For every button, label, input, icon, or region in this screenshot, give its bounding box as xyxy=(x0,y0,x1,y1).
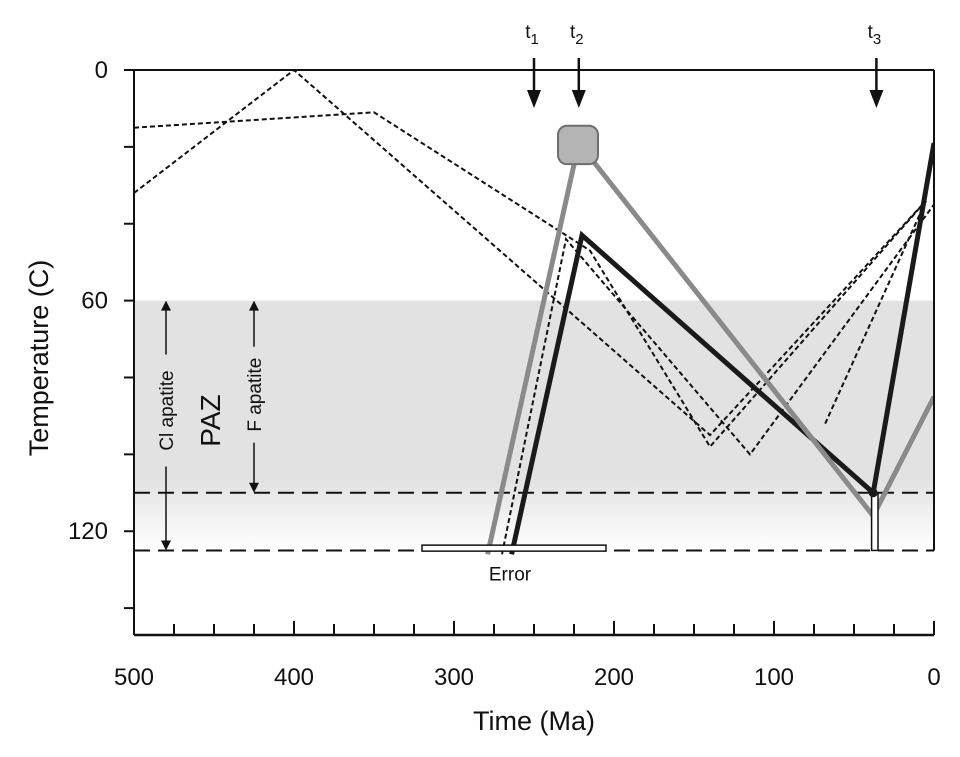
annotation-error: Error xyxy=(489,565,532,586)
x-tick-label-0: 0 xyxy=(927,664,940,691)
marker-subscript: 1 xyxy=(530,31,538,48)
range-arrowhead-bottom-1 xyxy=(161,540,171,551)
marker-letter: t xyxy=(868,22,874,43)
x-axis-title: Time (Ma) xyxy=(473,706,595,736)
x-tick-label-200: 200 xyxy=(594,664,634,691)
range-arrowhead-top-2 xyxy=(249,300,259,311)
range-label-1: Cl apatite xyxy=(157,370,178,450)
y-tick-label-0: 0 xyxy=(95,57,108,84)
marker-label-2: t2 xyxy=(570,22,584,48)
x-tick-label-500: 500 xyxy=(114,664,154,691)
x-tick-label-300: 300 xyxy=(434,664,474,691)
y-tick-label-120: 120 xyxy=(68,518,108,545)
marker-subscript: 3 xyxy=(873,31,881,48)
y-axis-title: Temperature (C) xyxy=(24,260,54,457)
range-arrowhead-top-1 xyxy=(161,300,171,311)
error-bar-horizontal xyxy=(421,544,607,552)
error-bar-vertical xyxy=(870,492,879,552)
marker-label-3: t3 xyxy=(868,22,882,48)
marker-letter: t xyxy=(525,22,531,43)
x-tick-label-400: 400 xyxy=(274,664,314,691)
constraint-box xyxy=(557,124,599,166)
marker-arrowhead-1 xyxy=(527,90,541,108)
series-line-1 xyxy=(134,111,927,449)
range-label-2: F apatite xyxy=(245,358,266,432)
series-end-point xyxy=(868,488,878,498)
marker-subscript: 2 xyxy=(575,31,583,48)
marker-arrowhead-3 xyxy=(869,90,884,108)
series-line-6 xyxy=(485,137,934,555)
y-tick-label-60: 60 xyxy=(81,288,108,315)
series-line-2 xyxy=(134,70,927,437)
marker-arrowhead-2 xyxy=(571,90,586,108)
series-line-4 xyxy=(824,200,927,425)
paz-zone-label: PAZ xyxy=(195,394,226,446)
marker-letter: t xyxy=(570,22,576,43)
series-line-3 xyxy=(501,203,934,555)
marker-label-1: t1 xyxy=(525,22,539,48)
range-arrowhead-bottom-2 xyxy=(249,482,259,493)
x-tick-label-100: 100 xyxy=(754,664,794,691)
series-line-5 xyxy=(509,142,934,555)
